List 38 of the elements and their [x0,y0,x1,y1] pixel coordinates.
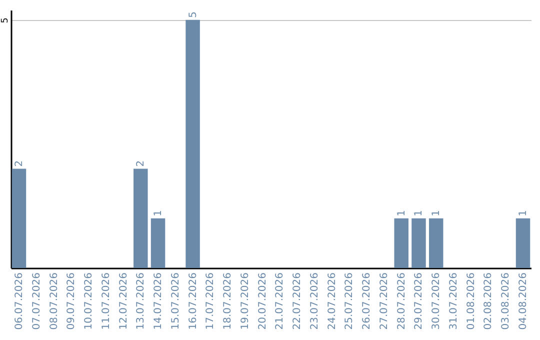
x-tick-label: 04.08.2026 [518,272,530,330]
data-label: 1 [431,210,442,216]
x-tick-label: 29.07.2026 [414,272,425,330]
x-tick-label: 25.07.2026 [344,272,356,330]
x-tick-label: 09.07.2026 [66,272,78,330]
data-label: 1 [518,210,530,216]
x-tick-label: 01.08.2026 [466,272,477,330]
data-label: 1 [396,210,408,216]
x-tick-label: 24.07.2026 [326,272,338,330]
x-tick-label: 19.07.2026 [240,272,251,330]
x-tick-label: 14.07.2026 [153,272,164,330]
x-tick-label: 17.07.2026 [205,272,216,330]
x-tick-label: 18.07.2026 [222,272,234,330]
x-tick-label: 11.07.2026 [100,272,112,330]
data-label: 2 [14,160,25,167]
x-tick-label: 20.07.2026 [257,272,268,330]
x-tick-label: 27.07.2026 [378,272,390,330]
x-tick-label: 02.08.2026 [483,272,494,330]
x-tick-label: 10.07.2026 [84,272,95,330]
x-tick-label: 06.07.2026 [14,272,25,330]
x-tick-label: 21.07.2026 [274,272,286,330]
data-label: 2 [136,160,147,167]
x-tick-label: 12.07.2026 [118,272,130,330]
x-tick-label: 13.07.2026 [136,272,147,330]
x-tick-label: 16.07.2026 [188,272,199,330]
data-label: 1 [414,210,425,216]
x-tick-label: 08.07.2026 [48,272,60,330]
data-label: 5 [188,12,199,18]
x-tick-label: 22.07.2026 [292,272,304,330]
x-tick-label: 03.08.2026 [500,272,512,330]
x-tick-label: 28.07.2026 [396,272,408,330]
data-label: 1 [153,210,164,216]
x-tick-label: 23.07.2026 [309,272,320,330]
x-tick-label: 26.07.2026 [362,272,373,330]
x-tick-label: 31.07.2026 [448,272,460,330]
x-tick-label: 30.07.2026 [431,272,442,330]
x-tick-label: 15.07.2026 [170,272,182,330]
x-tick-label: 07.07.2026 [31,272,42,330]
